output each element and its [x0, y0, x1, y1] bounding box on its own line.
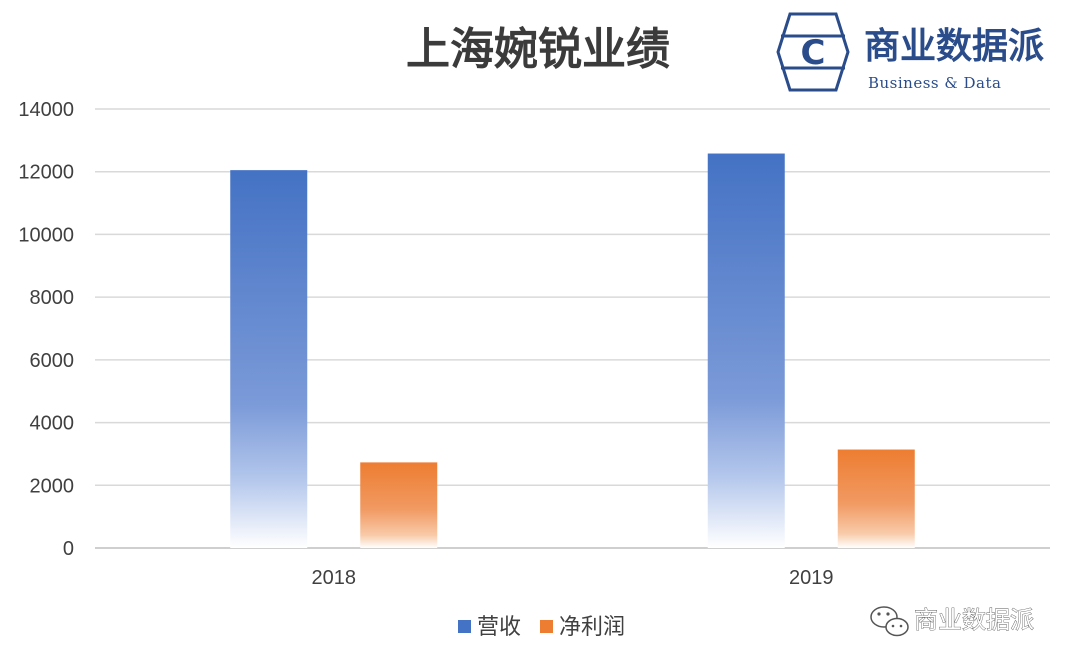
- net-profit-bar: [837, 449, 915, 548]
- y-tick-label: 6000: [30, 350, 75, 372]
- legend-label-net-profit: 净利润: [559, 615, 625, 640]
- y-axis-ticks: 0 2000 4000 6000 8000 10000 12000 14000: [18, 99, 74, 560]
- y-tick-label: 12000: [18, 162, 74, 184]
- legend-swatch-revenue: [458, 620, 471, 633]
- y-tick-label: 4000: [30, 413, 75, 435]
- x-axis-ticks: 2018 2019: [312, 567, 834, 589]
- y-tick-label: 2000: [30, 475, 75, 497]
- y-tick-label: 14000: [18, 99, 74, 121]
- logo-subtitle: Business & Data: [868, 74, 1001, 92]
- legend-label-revenue: 营收: [477, 615, 521, 640]
- logo-mark-letter: C: [801, 33, 826, 73]
- watermark-text: 商业数据派: [914, 606, 1034, 634]
- x-tick-label: 2019: [789, 567, 834, 589]
- net-profit-bar: [360, 462, 438, 548]
- brand-logo: C 商业数据派 Business & Data: [776, 12, 1044, 92]
- x-tick-label: 2018: [312, 567, 357, 589]
- chart-title: 上海婉锐业绩: [406, 24, 670, 75]
- bars: [230, 153, 915, 548]
- y-tick-label: 10000: [18, 224, 74, 246]
- legend-swatch-net-profit: [540, 620, 553, 633]
- revenue-bar: [230, 170, 308, 548]
- legend: 营收 净利润: [458, 615, 625, 640]
- wechat-icon: [870, 606, 909, 637]
- y-tick-label: 8000: [30, 287, 75, 309]
- logo-name: 商业数据派: [864, 26, 1044, 67]
- revenue-bar: [707, 153, 785, 548]
- logo-mark-icon: C: [776, 12, 850, 92]
- y-tick-label: 0: [63, 538, 74, 560]
- watermark: 商业数据派: [870, 606, 1034, 637]
